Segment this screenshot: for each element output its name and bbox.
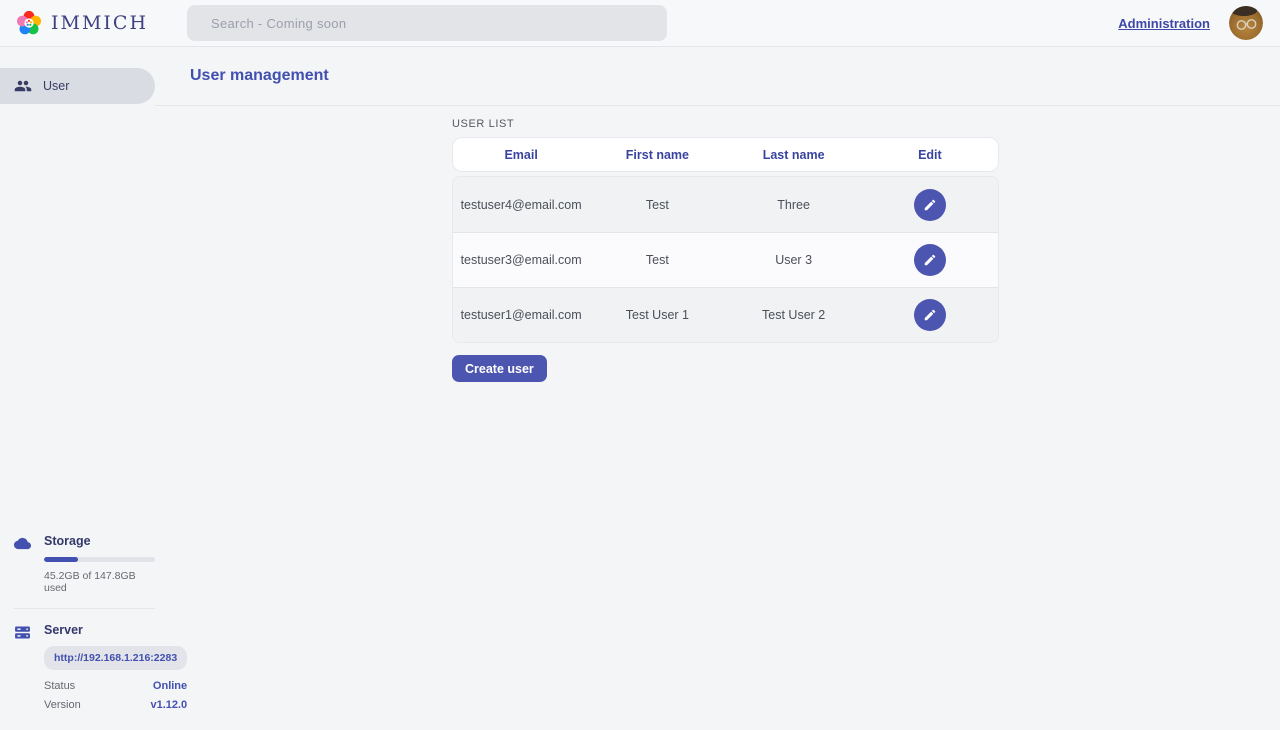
app-body: User Storage 45.2GB of 147.8GB used <box>0 47 1280 730</box>
sidebar-item-user[interactable]: User <box>0 68 155 104</box>
sidebar-item-user-label: User <box>43 79 70 93</box>
user-list-label: USER LIST <box>452 118 515 130</box>
server-version-row: Version v1.12.0 <box>44 699 187 711</box>
status-value: Online <box>152 680 188 692</box>
admin-sidebar: User Storage 45.2GB of 147.8GB used <box>0 47 188 730</box>
table-body: testuser4@email.com Test Three <box>452 176 999 343</box>
sidebar-divider <box>14 608 155 609</box>
user-list-container: USER LIST Email First name Last name Edi… <box>452 106 999 382</box>
edit-user-button[interactable] <box>913 188 946 221</box>
table-header-row: Email First name Last name Edit <box>452 137 999 172</box>
first-name-cell: Test <box>645 197 669 212</box>
user-avatar[interactable] <box>1229 6 1263 40</box>
immich-flower-icon <box>16 10 42 36</box>
status-label: Status <box>44 680 76 692</box>
storage-section: Storage 45.2GB of 147.8GB used <box>0 534 155 594</box>
email-cell: testuser1@email.com <box>460 308 582 322</box>
immich-logo[interactable]: IMMICH <box>16 10 148 36</box>
search-container <box>187 5 668 41</box>
server-status-row: Status Online <box>44 680 187 692</box>
pencil-icon <box>923 308 937 322</box>
search-input[interactable] <box>187 5 668 41</box>
table-row: testuser4@email.com Test Three <box>453 177 998 232</box>
edit-user-button[interactable] <box>913 299 946 331</box>
email-cell: testuser3@email.com <box>460 253 582 267</box>
pencil-icon <box>923 253 937 267</box>
storage-progress-fill <box>44 557 79 562</box>
last-name-cell: User 3 <box>775 253 813 267</box>
top-navigation-bar: IMMICH Administration <box>0 0 1280 47</box>
last-name-cell: Three <box>777 197 810 212</box>
last-name-cell: Test User 2 <box>762 308 826 322</box>
storage-progress-bar <box>44 557 155 562</box>
email-cell: testuser4@email.com <box>460 197 582 212</box>
page-header: User management <box>155 47 1280 106</box>
server-section: Server http://192.168.1.216:2283 Status … <box>0 623 188 730</box>
page-title: User management <box>190 67 329 84</box>
table-row: testuser1@email.com Test User 1 Test Use… <box>453 287 998 342</box>
server-url-badge: http://192.168.1.216:2283 <box>44 646 188 670</box>
column-header-edit: Edit <box>918 147 942 162</box>
server-title: Server <box>44 623 83 637</box>
administration-link[interactable]: Administration <box>1118 15 1210 31</box>
logo-wordmark: IMMICH <box>51 12 149 34</box>
storage-usage-text: 45.2GB of 147.8GB used <box>44 570 136 594</box>
create-user-button[interactable]: Create user <box>452 355 547 382</box>
users-group-icon <box>14 77 32 95</box>
column-header-first-name: First name <box>625 147 689 162</box>
storage-title: Storage <box>44 534 91 548</box>
sidebar-spacer <box>0 104 155 534</box>
first-name-cell: Test <box>645 253 669 267</box>
version-label: Version <box>44 699 81 711</box>
column-header-last-name: Last name <box>762 147 825 162</box>
first-name-cell: Test User 1 <box>625 308 689 322</box>
edit-user-button[interactable] <box>913 244 946 276</box>
main-content: User management USER LIST Email First na… <box>155 47 1280 730</box>
table-row: testuser3@email.com Test User 3 <box>453 232 998 287</box>
column-header-email: Email <box>504 147 538 162</box>
server-icon <box>14 623 44 718</box>
version-value: v1.12.0 <box>150 699 188 711</box>
pencil-icon <box>923 198 937 212</box>
cloud-icon <box>14 534 44 594</box>
